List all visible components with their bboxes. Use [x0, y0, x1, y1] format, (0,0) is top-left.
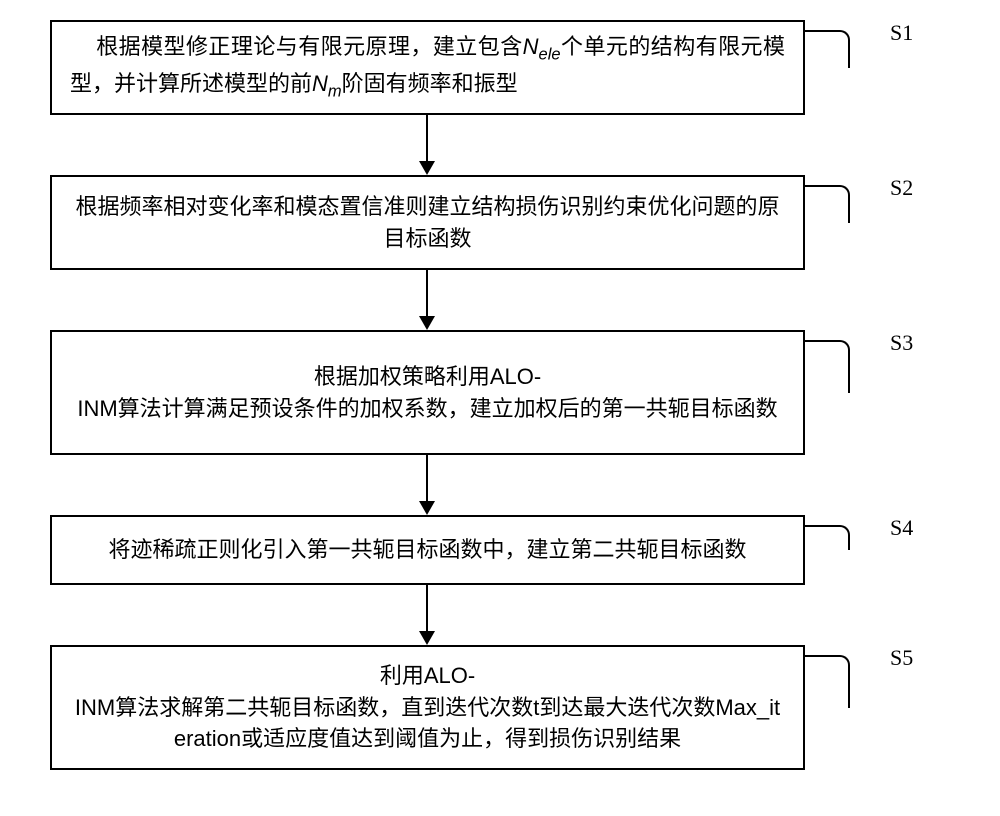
step-text-s4: 将迹稀疏正则化引入第一共轭目标函数中，建立第二共轭目标函数 — [70, 534, 785, 566]
arrow-stem-s2 — [426, 115, 428, 161]
connector-s4 — [805, 525, 850, 550]
arrow-head-s4 — [419, 501, 435, 515]
arrow-stem-s4 — [426, 455, 428, 501]
step-box-s4: 将迹稀疏正则化引入第一共轭目标函数中，建立第二共轭目标函数 — [50, 515, 805, 585]
step-box-s2: 根据频率相对变化率和模态置信准则建立结构损伤识别约束优化问题的原目标函数 — [50, 175, 805, 270]
step-box-s1: 根据模型修正理论与有限元原理，建立包含Nele个单元的结构有限元模型，并计算所述… — [50, 20, 805, 115]
connector-s2 — [805, 185, 850, 223]
step-box-s3: 根据加权策略利用ALO-INM算法计算满足预设条件的加权系数，建立加权后的第一共… — [50, 330, 805, 455]
arrow-stem-s5 — [426, 585, 428, 631]
step-label-s3: S3 — [890, 330, 913, 356]
connector-s3 — [805, 340, 850, 393]
step-label-s5: S5 — [890, 645, 913, 671]
arrow-head-s5 — [419, 631, 435, 645]
step-label-s4: S4 — [890, 515, 913, 541]
step-text-s3: 根据加权策略利用ALO-INM算法计算满足预设条件的加权系数，建立加权后的第一共… — [70, 361, 785, 425]
step-label-s2: S2 — [890, 175, 913, 201]
connector-s1 — [805, 30, 850, 68]
step-text-s1: 根据模型修正理论与有限元原理，建立包含Nele个单元的结构有限元模型，并计算所述… — [70, 31, 785, 104]
step-text-s2: 根据频率相对变化率和模态置信准则建立结构损伤识别约束优化问题的原目标函数 — [70, 191, 785, 255]
step-box-s5: 利用ALO-INM算法求解第二共轭目标函数，直到迭代次数t到达最大迭代次数Max… — [50, 645, 805, 770]
arrow-stem-s3 — [426, 270, 428, 316]
step-label-s1: S1 — [890, 20, 913, 46]
connector-s5 — [805, 655, 850, 708]
arrow-head-s2 — [419, 161, 435, 175]
step-text-s5: 利用ALO-INM算法求解第二共轭目标函数，直到迭代次数t到达最大迭代次数Max… — [70, 660, 785, 756]
arrow-head-s3 — [419, 316, 435, 330]
flowchart-canvas: 根据模型修正理论与有限元原理，建立包含Nele个单元的结构有限元模型，并计算所述… — [0, 0, 1000, 816]
